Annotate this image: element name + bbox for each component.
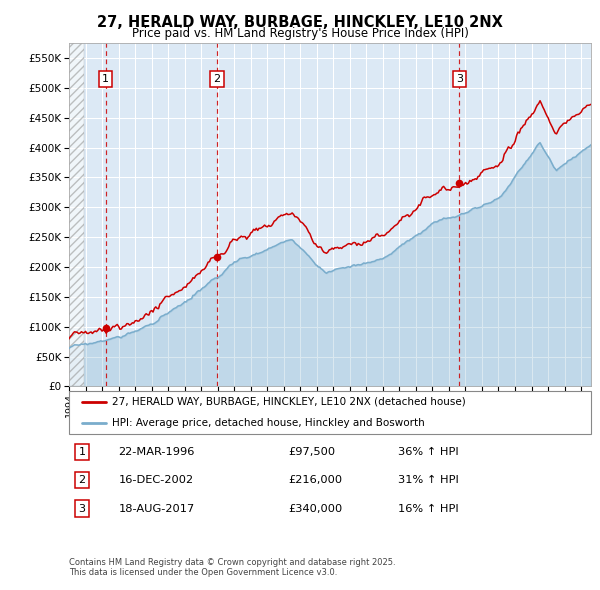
Text: 36% ↑ HPI: 36% ↑ HPI bbox=[398, 447, 458, 457]
Text: 3: 3 bbox=[79, 504, 86, 513]
Text: £216,000: £216,000 bbox=[288, 476, 343, 485]
Text: 16% ↑ HPI: 16% ↑ HPI bbox=[398, 504, 458, 513]
Text: Price paid vs. HM Land Registry's House Price Index (HPI): Price paid vs. HM Land Registry's House … bbox=[131, 27, 469, 40]
Text: 31% ↑ HPI: 31% ↑ HPI bbox=[398, 476, 459, 485]
Text: 2: 2 bbox=[214, 74, 221, 84]
Text: 3: 3 bbox=[456, 74, 463, 84]
Text: Contains HM Land Registry data © Crown copyright and database right 2025.
This d: Contains HM Land Registry data © Crown c… bbox=[69, 558, 395, 577]
Text: £340,000: £340,000 bbox=[288, 504, 343, 513]
Text: 18-AUG-2017: 18-AUG-2017 bbox=[119, 504, 195, 513]
Text: £97,500: £97,500 bbox=[288, 447, 335, 457]
FancyBboxPatch shape bbox=[69, 391, 591, 434]
Text: HPI: Average price, detached house, Hinckley and Bosworth: HPI: Average price, detached house, Hinc… bbox=[112, 418, 425, 428]
Text: 2: 2 bbox=[79, 476, 86, 485]
Text: 27, HERALD WAY, BURBAGE, HINCKLEY, LE10 2NX: 27, HERALD WAY, BURBAGE, HINCKLEY, LE10 … bbox=[97, 15, 503, 30]
Text: 16-DEC-2002: 16-DEC-2002 bbox=[119, 476, 194, 485]
Text: 1: 1 bbox=[102, 74, 109, 84]
Text: 27, HERALD WAY, BURBAGE, HINCKLEY, LE10 2NX (detached house): 27, HERALD WAY, BURBAGE, HINCKLEY, LE10 … bbox=[112, 397, 466, 407]
Text: 1: 1 bbox=[79, 447, 86, 457]
Text: 22-MAR-1996: 22-MAR-1996 bbox=[119, 447, 195, 457]
